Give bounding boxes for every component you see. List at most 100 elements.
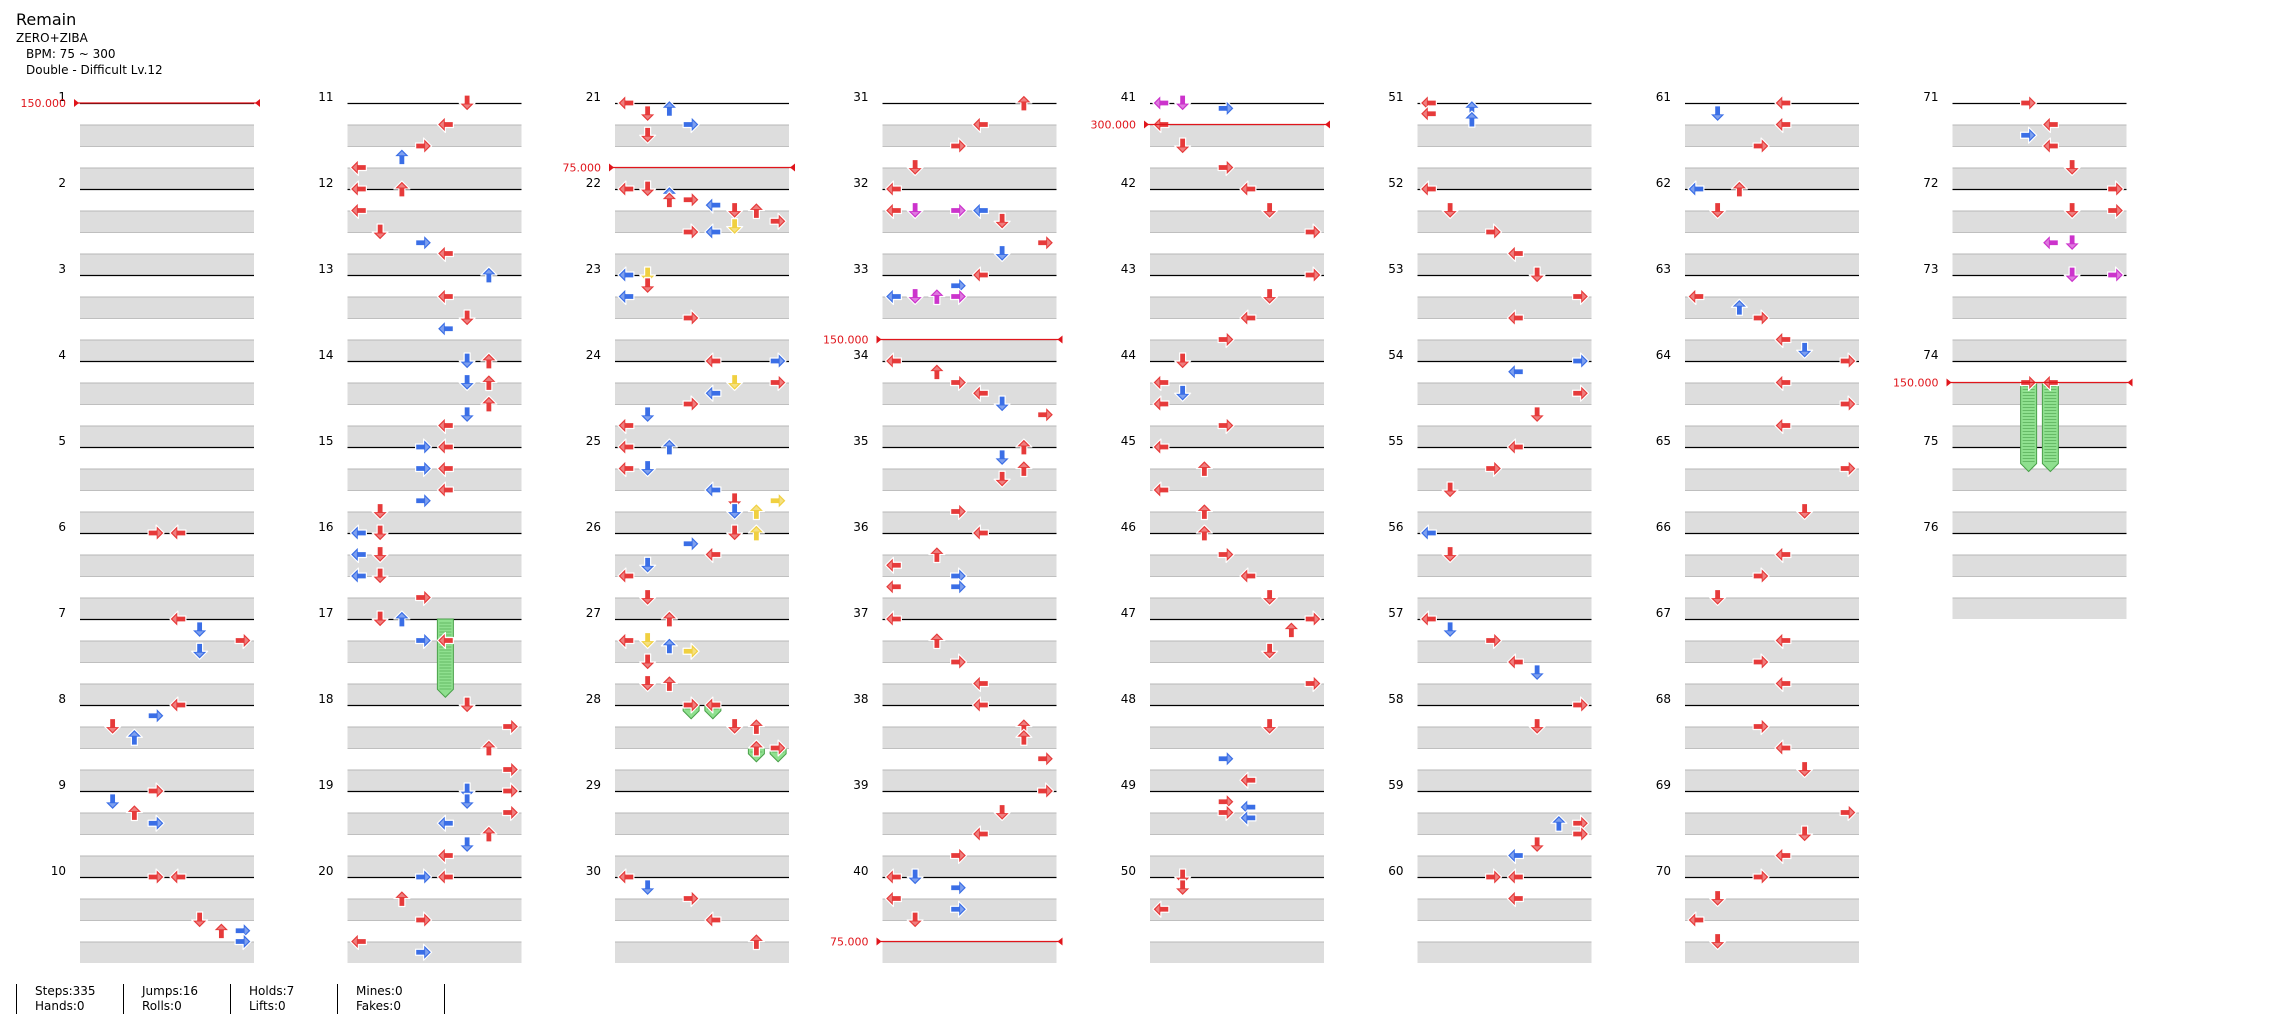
measure-block: 3: [58, 262, 254, 361]
lane-shade: [80, 124, 254, 146]
arrow-note: [1796, 502, 1814, 521]
arrow-note: [1774, 545, 1792, 564]
lane-shade: [615, 554, 789, 576]
arrow-note: [1709, 932, 1727, 951]
lane-shade: [1417, 898, 1592, 920]
arrow-note: [928, 287, 946, 306]
arrow-note: [1261, 588, 1279, 607]
measure-block: 49: [1121, 778, 1324, 877]
lane-shade: [1150, 124, 1324, 146]
arrow-note: [1528, 266, 1546, 284]
measure-number: 21: [586, 90, 601, 104]
arrow-note: [169, 696, 187, 714]
arrow-note: [1774, 373, 1792, 392]
arrow-note: [371, 610, 389, 628]
arrow-note: [415, 137, 433, 155]
lane-shade: [1685, 296, 1859, 318]
arrow-note: [1796, 760, 1814, 779]
arrow-note: [2063, 266, 2081, 284]
measure-block: 62: [1656, 176, 1859, 275]
arrow-note: [2041, 137, 2059, 155]
measure-block: 13: [318, 262, 522, 361]
arrow-note: [1174, 352, 1192, 370]
measure-block: 33: [853, 262, 1057, 361]
arrow-note: [747, 201, 765, 220]
lane-shade: [1685, 683, 1859, 705]
arrow-note: [436, 438, 454, 456]
lifts-count: Lifts:0: [249, 999, 286, 1013]
measure-number: 64: [1656, 348, 1671, 362]
arrow-note: [2041, 115, 2059, 134]
arrow-note: [1152, 900, 1170, 918]
lane-shade: [615, 167, 789, 189]
lane-shade: [347, 167, 522, 189]
lane-shade: [1150, 683, 1324, 705]
measure-block: 16: [318, 520, 522, 619]
measure-number: 68: [1656, 692, 1671, 706]
arrow-note: [1687, 911, 1705, 929]
arrow-note: [393, 148, 411, 166]
measure-block: 72: [1923, 176, 2127, 275]
arrow-note: [950, 900, 968, 918]
arrow-note: [1174, 94, 1192, 112]
arrow-note: [480, 395, 498, 413]
arrow-note: [1774, 739, 1792, 757]
arrow-note: [104, 717, 122, 736]
measure-number: 36: [853, 520, 868, 534]
arrow-note: [1506, 244, 1524, 263]
arrow-note: [1217, 99, 1235, 117]
measure-block: 6: [58, 520, 254, 619]
arrow-note: [769, 352, 787, 370]
arrow-note: [682, 115, 700, 134]
measure-number: 8: [58, 692, 66, 706]
bpm-label: 150.000: [1893, 377, 1939, 390]
measure-number: 45: [1121, 434, 1136, 448]
arrow-note: [1419, 180, 1437, 198]
bpm-label: 300.000: [1091, 119, 1137, 132]
arrow-note: [884, 180, 902, 198]
measure-number: 11: [318, 90, 333, 104]
measure-block: 18: [318, 692, 522, 791]
arrow-note: [1485, 868, 1503, 886]
measure-block: 35: [853, 434, 1057, 533]
arrow-note: [993, 395, 1011, 413]
bpm-label: 75.000: [563, 162, 602, 175]
lane-shade: [1685, 597, 1859, 619]
arrow-note: [1037, 750, 1055, 768]
arrow-note: [458, 793, 476, 811]
arrow-note: [1015, 459, 1033, 478]
arrow-note: [682, 696, 700, 714]
arrow-note: [2041, 234, 2059, 252]
arrow-note: [1239, 180, 1257, 198]
arrow-note: [1839, 803, 1857, 822]
arrow-note: [704, 911, 722, 929]
lane-shade: [80, 855, 254, 877]
measure-block: 12: [318, 176, 522, 275]
arrow-note: [2107, 201, 2125, 220]
measure-block: 55: [1388, 434, 1592, 533]
arrow-note: [682, 395, 700, 413]
measure-block: 42: [1121, 176, 1324, 275]
arrow-note: [1839, 459, 1857, 478]
lane-shade: [1417, 726, 1592, 748]
arrow-note: [950, 879, 968, 897]
arrow-note: [415, 943, 433, 961]
lane-shade: [1150, 898, 1324, 920]
lane-shade: [1417, 511, 1592, 533]
measure-number: 10: [51, 864, 66, 878]
arrow-note: [1796, 825, 1814, 843]
arrow-note: [349, 158, 367, 177]
steps-count: Steps:335: [35, 984, 96, 998]
measure-block: 40: [853, 864, 1057, 963]
lane-shade: [615, 941, 789, 963]
lane-shade: [1417, 597, 1592, 619]
arrow-note: [1174, 879, 1192, 897]
lane-shade: [347, 296, 522, 318]
measure-number: 66: [1656, 520, 1671, 534]
arrow-note: [436, 320, 454, 338]
arrow-note: [1152, 373, 1170, 392]
measure-number: 16: [318, 520, 333, 534]
arrow-note: [639, 588, 657, 607]
arrow-note: [1441, 545, 1459, 564]
arrow-note: [436, 814, 454, 832]
